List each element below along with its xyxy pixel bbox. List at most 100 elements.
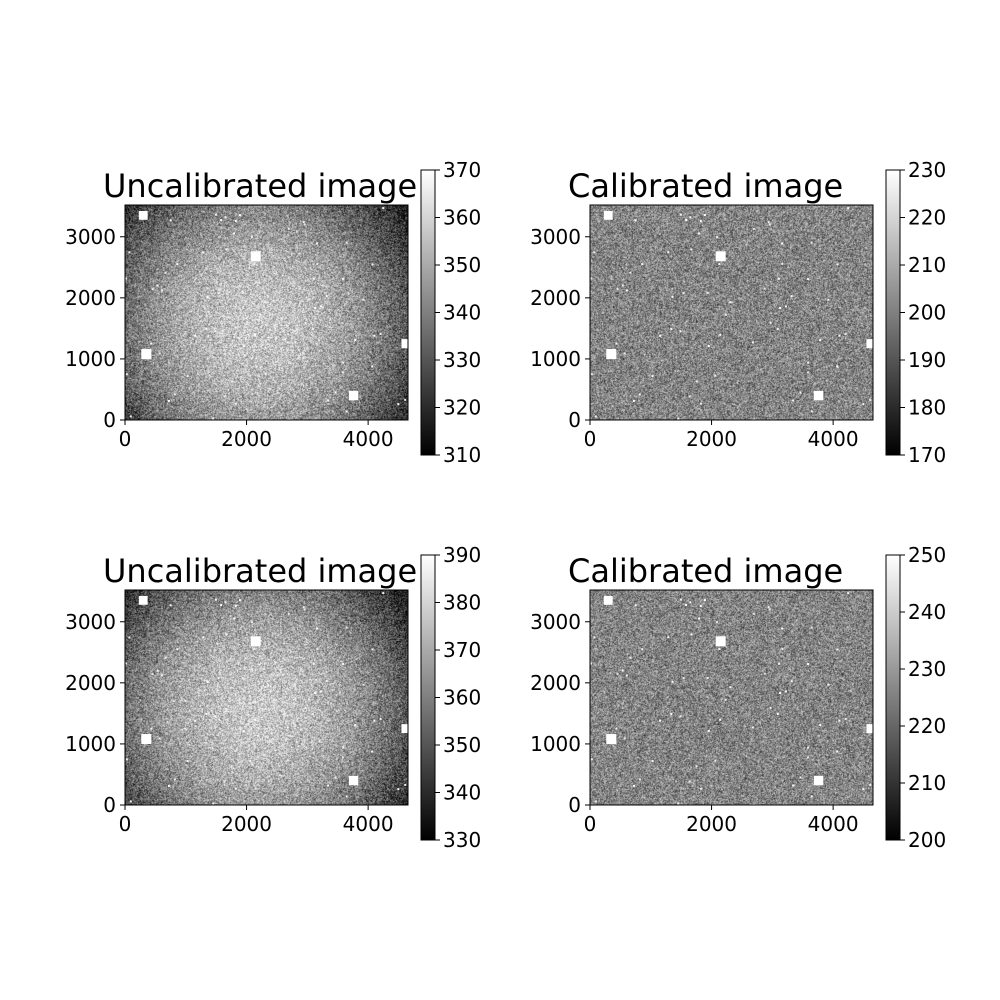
x-tick-label: 0 — [119, 812, 132, 836]
faint-star — [638, 778, 641, 781]
faint-star — [342, 361, 345, 364]
faint-star — [679, 715, 682, 718]
y-tick-label: 1000 — [530, 347, 581, 371]
faint-star — [316, 242, 319, 245]
faint-star — [371, 750, 374, 753]
faint-star — [810, 626, 813, 629]
faint-star — [214, 330, 217, 333]
colorbar-tick-label: 210 — [908, 771, 946, 795]
faint-star — [164, 271, 167, 274]
y-tick-label: 1000 — [65, 347, 116, 371]
faint-star — [150, 342, 153, 345]
faint-star — [253, 647, 256, 650]
colorbar-tick-label: 320 — [443, 396, 481, 420]
faint-star — [241, 291, 244, 294]
faint-star — [810, 795, 813, 798]
faint-star — [695, 765, 698, 768]
faint-star — [768, 608, 771, 611]
faint-star — [354, 724, 357, 727]
faint-star — [302, 606, 305, 609]
faint-star — [590, 373, 593, 376]
faint-star — [594, 415, 597, 418]
faint-star — [341, 371, 344, 374]
faint-star — [160, 674, 163, 677]
y-tick-label: 2000 — [530, 286, 581, 310]
faint-star — [194, 334, 197, 337]
faint-star — [641, 648, 644, 651]
faint-star — [767, 606, 770, 609]
faint-star — [807, 746, 810, 749]
faint-star — [590, 662, 593, 665]
faint-star — [250, 621, 253, 624]
faint-star — [719, 718, 722, 721]
faint-star — [699, 219, 702, 222]
colorbar-tick-label: 370 — [443, 638, 481, 662]
faint-star — [799, 776, 802, 779]
faint-star — [205, 327, 208, 330]
faint-star — [689, 216, 692, 219]
faint-star — [869, 398, 872, 401]
bright-source — [348, 390, 359, 401]
bright-source — [250, 251, 261, 262]
faint-star — [287, 612, 290, 615]
faint-star — [223, 395, 226, 398]
bright-source — [250, 636, 261, 647]
faint-star — [176, 648, 179, 651]
y-tick-label: 1000 — [530, 732, 581, 756]
faint-star — [784, 305, 787, 308]
faint-star — [763, 672, 766, 675]
faint-star — [790, 295, 793, 298]
faint-star — [254, 718, 257, 721]
colorbar-tick-label: 360 — [443, 686, 481, 710]
panel-4: 0 2000 4000 0 1000 2000 3000 Calibrated image 20… — [530, 543, 946, 852]
faint-star — [233, 232, 236, 235]
faint-star — [345, 795, 348, 798]
colorbar — [885, 169, 901, 456]
faint-star — [670, 327, 673, 330]
faint-star — [225, 248, 228, 251]
faint-star — [286, 341, 289, 344]
faint-star — [362, 298, 365, 301]
faint-star — [629, 271, 632, 274]
faint-star — [371, 365, 374, 368]
bright-source — [715, 251, 726, 262]
faint-star — [659, 334, 662, 337]
faint-star — [751, 341, 754, 344]
faint-star — [173, 393, 176, 396]
faint-star — [781, 647, 784, 650]
faint-star — [379, 333, 382, 336]
faint-star — [150, 727, 153, 730]
faint-star — [151, 673, 154, 676]
faint-star — [634, 604, 637, 607]
colorbar-tick-label: 340 — [443, 781, 481, 805]
faint-star — [651, 375, 654, 378]
faint-star — [632, 399, 635, 402]
colorbar-tick-label: 380 — [443, 591, 481, 615]
faint-star — [223, 780, 226, 783]
faint-star — [234, 402, 237, 405]
faint-star — [253, 262, 256, 265]
faint-star — [259, 698, 262, 701]
faint-star — [327, 399, 330, 402]
faint-star — [616, 673, 619, 676]
colorbar-tick-label: 370 — [443, 158, 481, 182]
faint-star — [158, 352, 161, 355]
faint-star — [379, 718, 382, 721]
faint-star — [212, 802, 215, 805]
bright-source — [813, 390, 824, 401]
faint-star — [371, 263, 374, 266]
faint-star — [125, 373, 128, 376]
colorbar-tick-label: 210 — [908, 253, 946, 277]
faint-star — [250, 236, 253, 239]
faint-star — [677, 802, 680, 805]
faint-star — [382, 592, 385, 595]
faint-star — [259, 313, 262, 316]
faint-star — [158, 737, 161, 740]
faint-star — [319, 305, 322, 308]
faint-star — [249, 374, 252, 377]
faint-star — [838, 334, 841, 337]
colorbar-tick-label: 340 — [443, 301, 481, 325]
bright-source — [813, 775, 824, 786]
colorbar-tick-label: 190 — [908, 348, 946, 372]
faint-star — [176, 263, 179, 266]
